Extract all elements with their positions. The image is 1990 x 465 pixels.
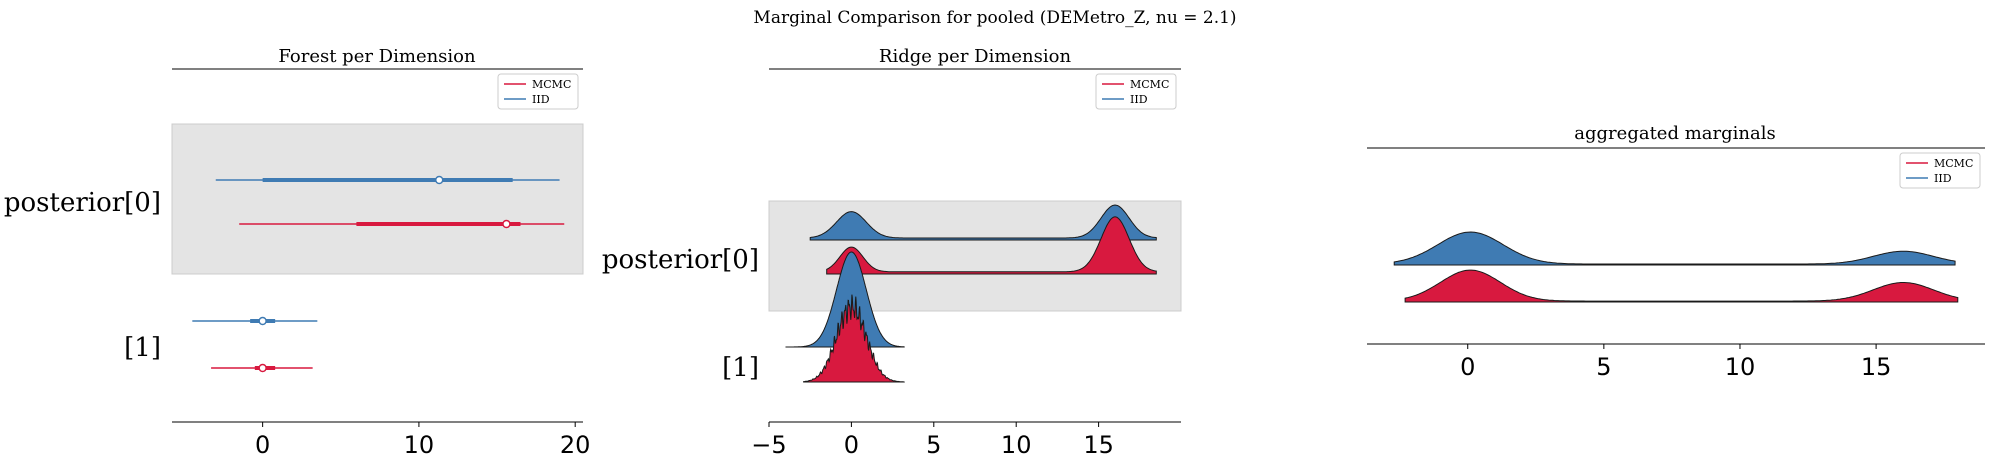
forest-band xyxy=(171,123,584,275)
2-tick-label: 15 xyxy=(1861,353,1892,381)
figure-suptitle: Marginal Comparison for pooled (DEMetro_… xyxy=(753,8,1236,28)
2-tick-label: 0 xyxy=(1460,353,1475,381)
0-tick-label: 20 xyxy=(560,431,591,459)
ridge-density-dim1-mcmc xyxy=(803,294,905,383)
ridge-legend-iid-label: IID xyxy=(1130,93,1148,106)
forest-legend-mcmc-label: MCMC xyxy=(532,78,571,91)
forest-ylabel-1: [1] xyxy=(124,333,161,363)
forest-ylabel-0: posterior[0] xyxy=(4,188,161,218)
forest-point-dim1-mcmc xyxy=(258,363,267,373)
1-tick-label: 0 xyxy=(844,431,859,459)
2-tick-label: 5 xyxy=(1596,353,1611,381)
ridge-panel: Ridge per Dimension posterior[0] [1] −5 0… xyxy=(602,46,1182,459)
forest-panel: Forest per Dimension posterior[0] [1] 0 1… xyxy=(4,46,591,459)
ridge-ylabel-1: [1] xyxy=(722,353,759,383)
aggregated-legend: MCMC IID xyxy=(1899,152,1981,189)
1-tick-label: 15 xyxy=(1083,431,1114,459)
forest-title: Forest per Dimension xyxy=(278,46,476,67)
forest-point-dim1-iid xyxy=(258,316,267,326)
1-tick-label: −5 xyxy=(751,431,786,459)
ridge-legend-mcmc-label: MCMC xyxy=(1130,78,1169,91)
1-tick-label: 5 xyxy=(926,431,941,459)
0-tick-label: 10 xyxy=(404,431,435,459)
aggregated-panel: aggregated marginals 0 5 10 15 MCMC IID xyxy=(1367,123,1985,381)
aggregated-legend-mcmc-label: MCMC xyxy=(1934,157,1973,170)
1-tick-label: 10 xyxy=(1001,431,1032,459)
forest-point-dim0-mcmc xyxy=(502,219,511,229)
forest-point-dim0-iid xyxy=(434,175,444,185)
aggregated-density-mcmc xyxy=(1404,269,1959,303)
forest-legend: MCMC IID xyxy=(497,73,579,110)
ridge-legend: MCMC IID xyxy=(1095,73,1177,110)
ridge-ylabel-0: posterior[0] xyxy=(602,245,759,275)
0-tick-label: 0 xyxy=(255,431,270,459)
ridge-title: Ridge per Dimension xyxy=(879,46,1072,67)
aggregated-legend-iid-label: IID xyxy=(1934,172,1952,185)
ridge-density-dim1-iid xyxy=(785,251,905,348)
forest-legend-iid-label: IID xyxy=(532,93,550,106)
2-tick-label: 10 xyxy=(1725,353,1756,381)
aggregated-density-iid xyxy=(1393,231,1956,266)
aggregated-title: aggregated marginals xyxy=(1574,123,1775,144)
